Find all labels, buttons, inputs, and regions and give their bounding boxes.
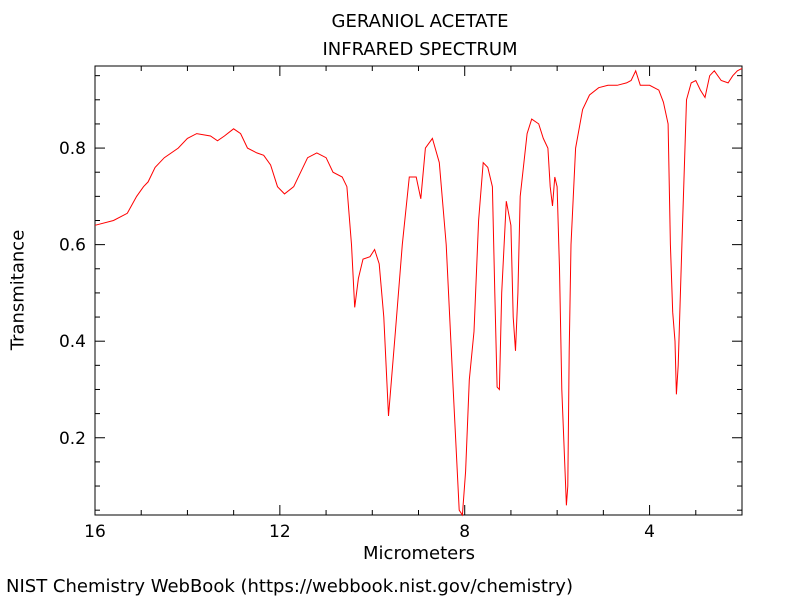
x-axis-label: Micrometers <box>363 543 475 564</box>
plot-frame <box>94 65 743 516</box>
y-tick-label: 0.2 <box>59 429 86 449</box>
source-footer: NIST Chemistry WebBook (https://webbook.… <box>6 576 573 597</box>
axis-tick-labels: 16 12 8 4 0.2 0.4 0.6 0.8 <box>59 139 655 542</box>
x-tick-label: 8 <box>459 522 470 542</box>
y-axis-label: Transmitance <box>7 229 29 351</box>
y-tick-label: 0.8 <box>59 139 86 159</box>
y-tick-label: 0.4 <box>59 332 86 352</box>
spectrum-series-line <box>94 67 743 517</box>
chart-subtitle: INFRARED SPECTRUM <box>322 39 518 60</box>
x-tick-label: 4 <box>644 522 655 542</box>
x-tick-label: 12 <box>269 522 291 542</box>
axis-ticks <box>94 66 743 515</box>
y-tick-label: 0.6 <box>59 236 86 256</box>
chart-title: GERANIOL ACETATE <box>331 11 509 32</box>
x-tick-label: 16 <box>84 522 106 542</box>
